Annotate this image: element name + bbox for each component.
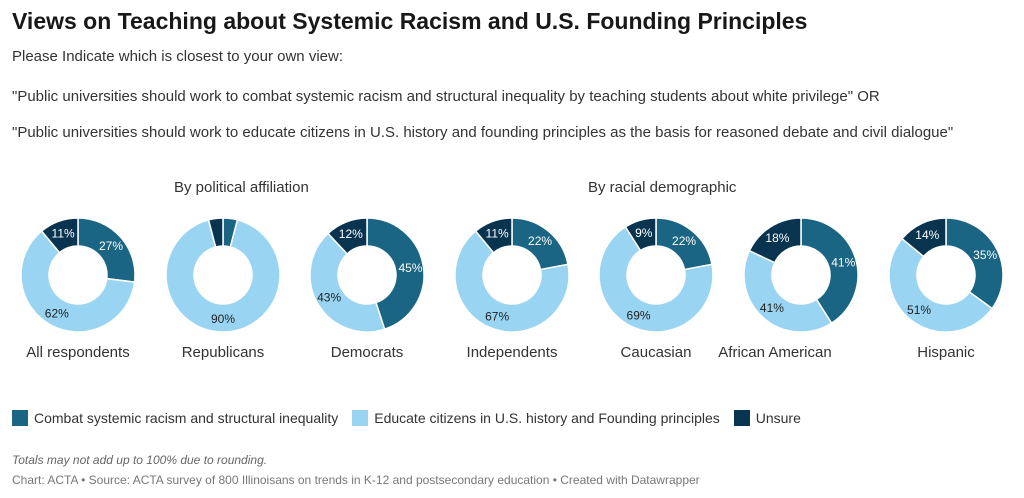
legend-item-combat: Combat systemic racism and structural in… [12, 410, 338, 426]
donut-3: 22% 67% 11% [454, 217, 570, 333]
donut-value-label: 51% [907, 303, 931, 317]
donut-charts: 27% 62% 11% 90% 45% 43% 12% 22% 67% 11% 22% 69% 9% 41… [20, 217, 1004, 333]
donut-1: 90% [165, 217, 281, 333]
intro-option-one: "Public universities should work to comb… [12, 88, 880, 105]
donut-0: 27% 62% 11% [20, 217, 136, 333]
intro-question: Please Indicate which is closest to your… [12, 48, 343, 65]
donut-slice-educate [598, 225, 714, 333]
donut-value-label: 22% [528, 234, 552, 248]
group-header-political: By political affiliation [174, 179, 309, 196]
donut-value-label: 9% [635, 226, 653, 240]
donut-slice-unsure [474, 217, 513, 254]
donut-slice-educate [165, 218, 281, 333]
donut-value-label: 41% [831, 256, 855, 270]
donut-label-all-respondents: All respondents [26, 344, 130, 361]
donut-slice-unsure [326, 217, 368, 255]
donut-value-label: 12% [339, 227, 363, 241]
legend-label-unsure: Unsure [755, 410, 801, 426]
donut-label-african-american: African American [718, 344, 832, 361]
legend-swatch-unsure [733, 410, 750, 426]
donut-value-label: 43% [317, 290, 341, 304]
legend: Combat systemic racism and structural in… [12, 410, 815, 426]
donut-slice-unsure [901, 217, 947, 258]
donut-slice-combat [77, 217, 136, 283]
donut-4: 22% 69% 9% [598, 217, 714, 333]
donut-slice-educate [454, 230, 570, 333]
donut-label-caucasian: Caucasian [620, 344, 692, 361]
legend-item-unsure: Unsure [733, 410, 801, 426]
donut-value-label: 11% [486, 227, 509, 241]
donut-slice-unsure [624, 217, 657, 252]
donut-value-label: 14% [915, 228, 939, 242]
donut-6: 35% 51% 14% [888, 217, 1004, 333]
donut-slice-educate [743, 249, 833, 333]
donut-value-label: 18% [765, 231, 789, 245]
donut-label-independents: Independents [466, 344, 558, 361]
source-line: Chart: ACTA • Source: ACTA survey of 800… [12, 473, 700, 487]
legend-label-combat: Combat systemic racism and structural in… [34, 410, 339, 426]
intro-option-two: "Public universities should work to educ… [12, 124, 954, 141]
donut-5: 41% 41% 18% [743, 217, 859, 333]
donut-value-label: 62% [45, 307, 69, 321]
donut-slice-combat [366, 217, 425, 331]
legend-label-educate: Educate citizens in U.S. history and Fou… [374, 410, 720, 426]
donut-slice-unsure [207, 217, 224, 248]
donut-value-label: 67% [485, 309, 509, 323]
legend-swatch-educate [352, 410, 369, 426]
donut-value-label: 22% [672, 234, 696, 248]
donut-slice-combat [945, 217, 1004, 310]
donut-slice-combat [800, 217, 859, 325]
donut-value-label: 27% [99, 239, 123, 253]
group-header-racial: By racial demographic [588, 179, 737, 196]
donut-slice-unsure [748, 217, 802, 264]
legend-item-educate: Educate citizens in U.S. history and Fou… [352, 410, 720, 426]
donut-value-label: 35% [973, 248, 997, 262]
footnote: Totals may not add up to 100% due to rou… [12, 453, 268, 467]
donut-value-label: 11% [52, 227, 75, 241]
donut-value-label: 69% [627, 308, 651, 322]
donut-label-hispanic: Hispanic [917, 344, 975, 361]
donut-slice-educate [888, 237, 994, 333]
donut-slice-unsure [40, 217, 79, 254]
donut-2: 45% 43% 12% [309, 217, 425, 333]
donut-slice-educate [309, 232, 386, 333]
chart-title: Views on Teaching about Systemic Racism … [12, 8, 808, 34]
donut-value-label: 41% [760, 301, 784, 315]
legend-swatch-combat [12, 410, 28, 426]
donut-slice-educate [20, 230, 136, 333]
donut-label-democrats: Democrats [330, 344, 404, 361]
donut-label-republicans: Republicans [181, 344, 265, 361]
donut-value-label: 45% [398, 261, 422, 275]
donut-value-label: 90% [211, 312, 235, 326]
